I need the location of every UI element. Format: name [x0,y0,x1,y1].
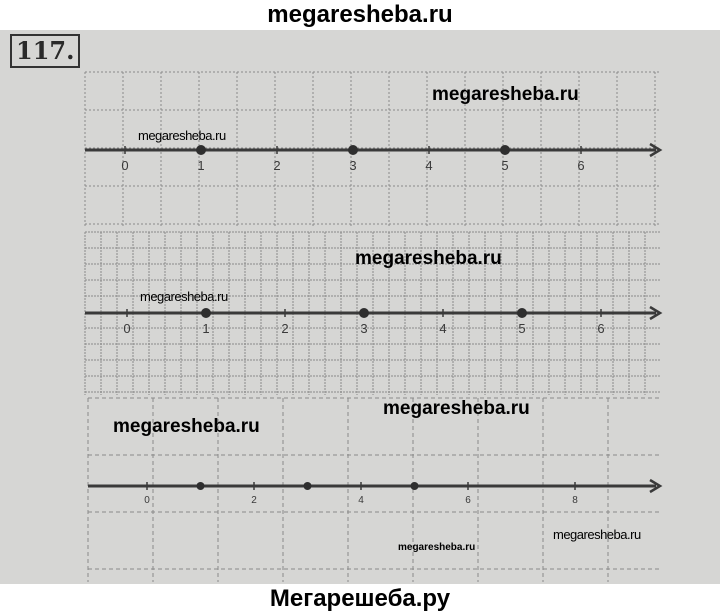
marked-point [201,308,211,318]
tick-label: 8 [572,495,578,506]
watermark: megaresheba.ru [138,128,226,143]
tick-label: 5 [501,158,508,173]
tick-label: 0 [144,495,150,506]
axis-arrow-icon [649,305,663,321]
axis-arrow-icon [649,478,663,494]
watermark: megaresheba.ru [553,527,641,542]
marked-point [196,145,206,155]
marked-point [359,308,369,318]
tick-label: 4 [358,495,364,506]
watermark: megaresheba.ru [355,248,502,269]
tick-label: 3 [349,158,356,173]
tick-label: 3 [360,321,367,336]
site-footer: Мегарешеба.ру [269,585,451,612]
tick-label: 2 [281,321,288,336]
tick-label: 2 [251,495,257,506]
tick-label: 5 [518,321,525,336]
site-header: megaresheba.ru [267,1,453,28]
tick-label: 0 [123,321,130,336]
tick-label: 6 [597,321,604,336]
exercise-number: 117. [10,34,81,68]
tick-label: 6 [465,495,471,506]
marked-point [500,145,510,155]
tick-label: 1 [202,321,209,336]
marked-point [348,145,358,155]
tick-label: 2 [273,158,280,173]
marked-point [517,308,527,318]
marked-point [410,482,419,490]
tick-label: 6 [577,158,584,173]
watermark: megaresheba.ru [432,84,579,105]
tick-label: 4 [439,321,446,336]
watermark: megaresheba.ru [398,542,476,553]
tick-label: 4 [425,158,432,173]
axis-arrow-icon [649,142,663,158]
scanned-page [0,30,720,584]
marked-point [196,482,205,490]
watermark: megaresheba.ru [383,398,530,419]
tick-label: 0 [121,158,128,173]
watermark: megaresheba.ru [140,289,228,304]
tick-label: 1 [197,158,204,173]
marked-point [303,482,312,490]
watermark: megaresheba.ru [113,416,260,437]
